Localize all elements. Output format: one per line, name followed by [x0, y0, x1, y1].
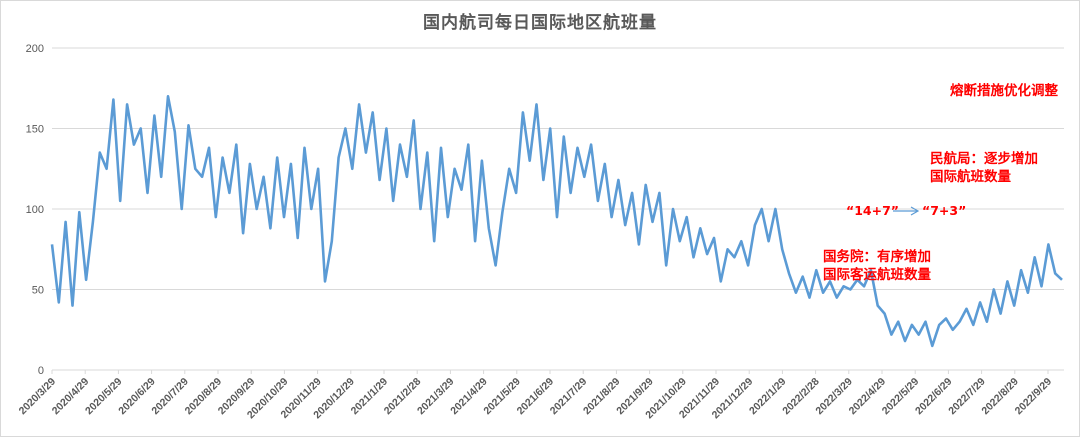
y-tick-label: 0: [38, 365, 44, 377]
annotation-circuit-breaker: 熔断措施优化调整: [950, 83, 1058, 99]
arrow-icon: [893, 206, 920, 216]
series-line: [50, 95, 1063, 348]
annotation-quarantine-old: “14+7”: [846, 203, 899, 218]
y-tick-label: 50: [32, 285, 44, 297]
y-tick-label: 150: [26, 124, 44, 136]
annotation-quarantine-new: “7+3”: [922, 203, 967, 218]
y-tick-label: 200: [26, 43, 44, 55]
x-tick-label: 2022/9/29: [1013, 376, 1055, 418]
y-axis: 0 50 100 150 200: [26, 43, 44, 377]
y-tick-label: 100: [26, 204, 44, 216]
chart-title: 国内航司每日国际地区航班量: [423, 13, 657, 33]
annotation-caac: 民航局：逐步增加 国际航班数量: [930, 151, 1038, 185]
annotation-state-council: 国务院：有序增加 国际客运航班数量: [823, 249, 931, 283]
x-axis: 2020/3/292020/4/292020/5/292020/6/292020…: [17, 370, 1055, 421]
